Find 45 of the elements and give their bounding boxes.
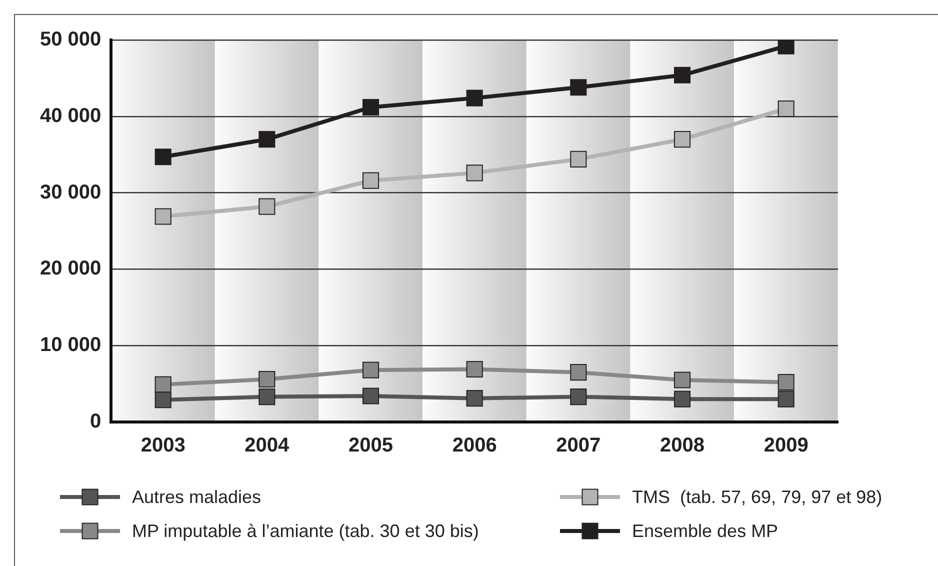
point: [570, 364, 587, 381]
x-tick-label: 2007: [556, 434, 601, 457]
point: [258, 131, 276, 148]
point: [258, 370, 276, 388]
point: [778, 40, 794, 54]
legend-label: Ensemble des MP: [632, 520, 778, 542]
y-tick-label: 30 000: [40, 181, 102, 204]
point: [154, 392, 172, 408]
point: [362, 388, 380, 404]
x-tick-label: 2004: [244, 434, 290, 457]
point: [674, 131, 691, 148]
y-tick-label: 40 000: [40, 104, 102, 127]
point: [154, 148, 172, 166]
point: [466, 164, 483, 182]
point: [258, 198, 276, 215]
x-tick-label: 2005: [348, 434, 394, 457]
point: [778, 390, 794, 408]
y-tick-label: 10 000: [40, 334, 102, 356]
point: [466, 390, 483, 407]
point: [674, 372, 691, 388]
point: [362, 98, 380, 116]
point: [778, 374, 794, 391]
point: [466, 361, 483, 378]
point: [778, 100, 794, 118]
y-tick-label: 0: [90, 410, 102, 433]
point: [570, 388, 587, 406]
y-tick-label: 20 000: [40, 258, 102, 280]
point: [362, 362, 380, 378]
legend-label: TMS (tab. 57, 69, 79, 97 et 98): [632, 486, 882, 508]
point: [154, 376, 172, 393]
point: [258, 388, 276, 406]
legend-label: MP imputable à l’amiante (tab. 30 et 30 bis): [132, 520, 479, 542]
point: [674, 66, 691, 84]
point: [674, 390, 691, 408]
point: [154, 208, 172, 225]
x-tick-label: 2009: [764, 434, 808, 457]
point: [466, 90, 483, 106]
y-tick-label: 50 000: [40, 28, 102, 51]
x-tick-label: 2003: [140, 434, 186, 457]
point: [362, 172, 380, 189]
legend-label: Autres maladies: [132, 486, 262, 508]
x-tick-label: 2006: [452, 434, 497, 457]
point: [570, 79, 587, 96]
point: [570, 150, 587, 168]
x-tick-label: 2008: [660, 434, 704, 457]
